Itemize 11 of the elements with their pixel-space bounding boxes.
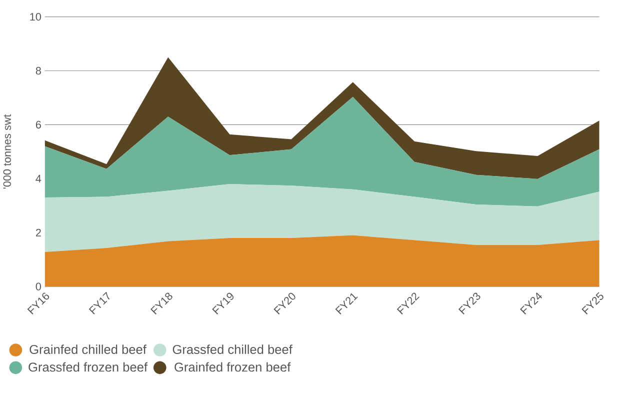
y-tick-label: 10 bbox=[30, 12, 42, 21]
y-tick-label: 0 bbox=[36, 282, 42, 290]
y-tick-label: 6 bbox=[36, 120, 41, 129]
y-axis-title: '000 tonnes swt bbox=[3, 114, 11, 189]
legend-label: Grainfed chilled beef bbox=[30, 344, 146, 354]
legend-label: Grainfed frozen beef bbox=[174, 362, 291, 372]
y-tick-label: 2 bbox=[36, 228, 41, 236]
legend-label: Grassfed frozen beef bbox=[28, 362, 148, 372]
legend-label: Grassfed chilled beef bbox=[172, 344, 292, 354]
y-tick-label: 8 bbox=[36, 66, 41, 75]
y-tick-label: 4 bbox=[36, 174, 42, 182]
